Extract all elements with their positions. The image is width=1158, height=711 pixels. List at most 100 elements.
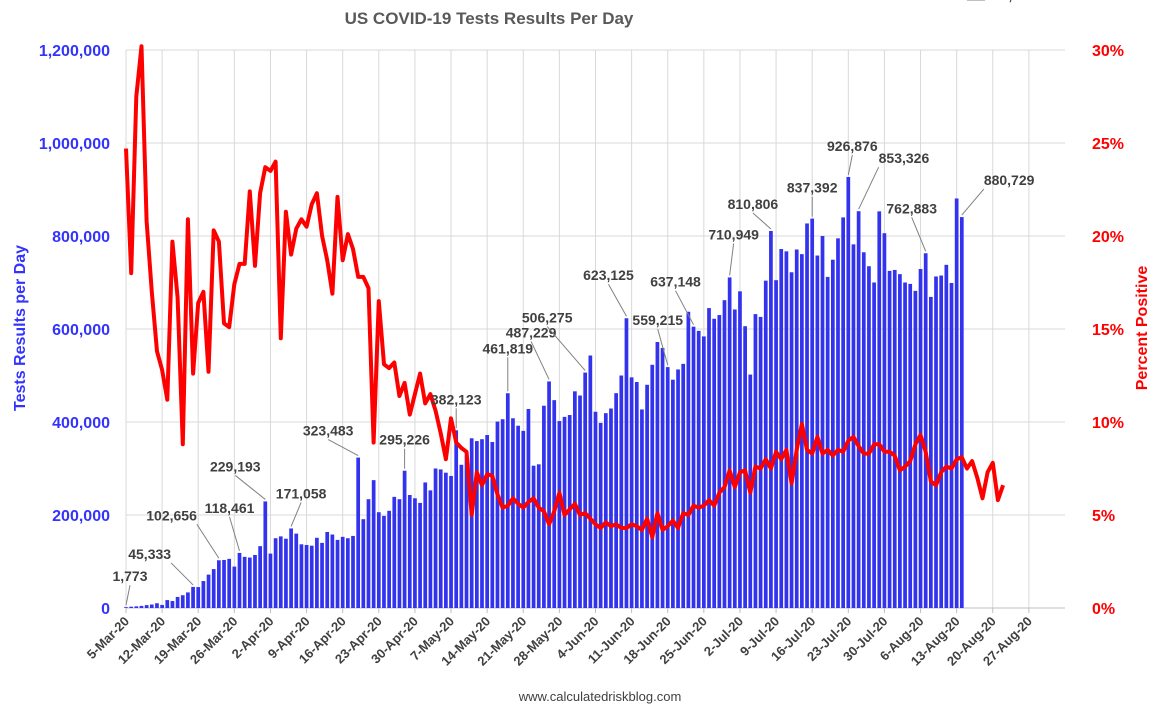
right-axis-label: Percent Positive [1134,266,1151,391]
bar [758,316,763,608]
left-tick-label: 1,000,000 [39,136,110,153]
bar [511,418,515,608]
bar [738,291,742,608]
bar [165,600,170,608]
bar [681,363,686,608]
bar [727,277,732,608]
annotation-label: 382,123 [431,391,482,407]
bar [294,533,299,608]
chart-title: US COVID-19 Tests Results Per Day [345,9,634,28]
bar [944,264,949,608]
bar [170,601,175,608]
annotation-label: 810,806 [728,196,779,212]
bar [763,280,768,608]
bar [253,554,257,608]
bar [438,469,443,608]
bar [407,495,412,608]
bar [629,377,634,608]
bar [361,519,366,608]
bar [186,592,190,608]
bar [753,314,758,608]
bar [175,596,180,608]
annotation-label: 840,666 [985,0,1036,3]
bar [769,230,773,608]
bar [268,553,273,608]
annotation-leader [234,475,266,500]
bar [939,275,944,608]
bar [227,558,232,608]
bar [129,606,134,608]
bar [474,441,479,608]
right-tick-label: 0% [1092,601,1115,618]
right-tick-label: 30% [1092,43,1124,60]
bar [660,347,665,608]
bar [459,464,464,608]
annotation-label: 229,193 [210,458,261,474]
bar [949,282,954,608]
bar [784,251,789,608]
right-tick-label: 10% [1092,415,1124,432]
bar [825,276,830,608]
bar [428,490,433,608]
annotation-label: 171,058 [276,485,327,501]
annotation-label: 461,819 [482,340,533,356]
bar [820,236,825,608]
annotation-leader [530,341,550,380]
bar [598,422,603,608]
bar [779,249,784,608]
bar [402,470,407,608]
bar [815,255,820,608]
bar [490,441,495,608]
bar [573,391,577,608]
bar [671,379,675,608]
bar [413,498,417,608]
bar [495,421,500,608]
bar [619,375,624,608]
bar [908,283,913,608]
bar [717,315,722,608]
annotation-label: 45,333 [128,546,171,562]
annotation-label: 926,876 [827,138,878,154]
annotation-label: 710,949 [708,226,759,242]
annotation-leader [327,439,359,457]
annotation-leader [290,502,302,527]
bar [278,536,283,608]
annotation-leader [657,328,669,366]
bar [923,253,928,608]
annotation-label: 102,656 [146,507,197,523]
bar [232,566,237,608]
bar [201,581,206,608]
right-tick-label: 20% [1092,229,1124,246]
bar [898,274,902,608]
bar [624,318,629,608]
annotation-label: 762,883 [886,200,937,216]
bar [299,544,304,608]
bar [603,413,608,608]
bar [640,409,644,608]
bar [382,515,386,608]
annotation-label: 1,773 [112,568,147,584]
annotation-leader [170,562,194,586]
annotation-leader [847,154,853,176]
bar [805,223,809,608]
bar [222,559,226,608]
annotation-leader [196,523,220,559]
bar [144,605,149,608]
source-credit: www.calculatedriskblog.com [518,689,682,704]
bar [340,536,345,608]
bar [856,211,861,608]
bar [454,430,459,608]
bar [861,252,866,608]
right-tick-label: 15% [1092,322,1124,339]
left-axis-ticks: 0 200,000 400,000 600,000 800,000 1,000,000 1,… [39,43,110,618]
left-axis-label: Tests Results per Day [12,245,29,411]
bar [480,439,484,608]
bar [794,249,799,609]
annotation-label: 559,215 [632,312,683,328]
annotations: 1,773 45,333 102,656 118,461 229,193 171,058 3… [112,0,1036,606]
bar [289,528,293,608]
bar [892,269,897,608]
right-tick-label: 25% [1092,136,1124,153]
bar [650,364,655,608]
